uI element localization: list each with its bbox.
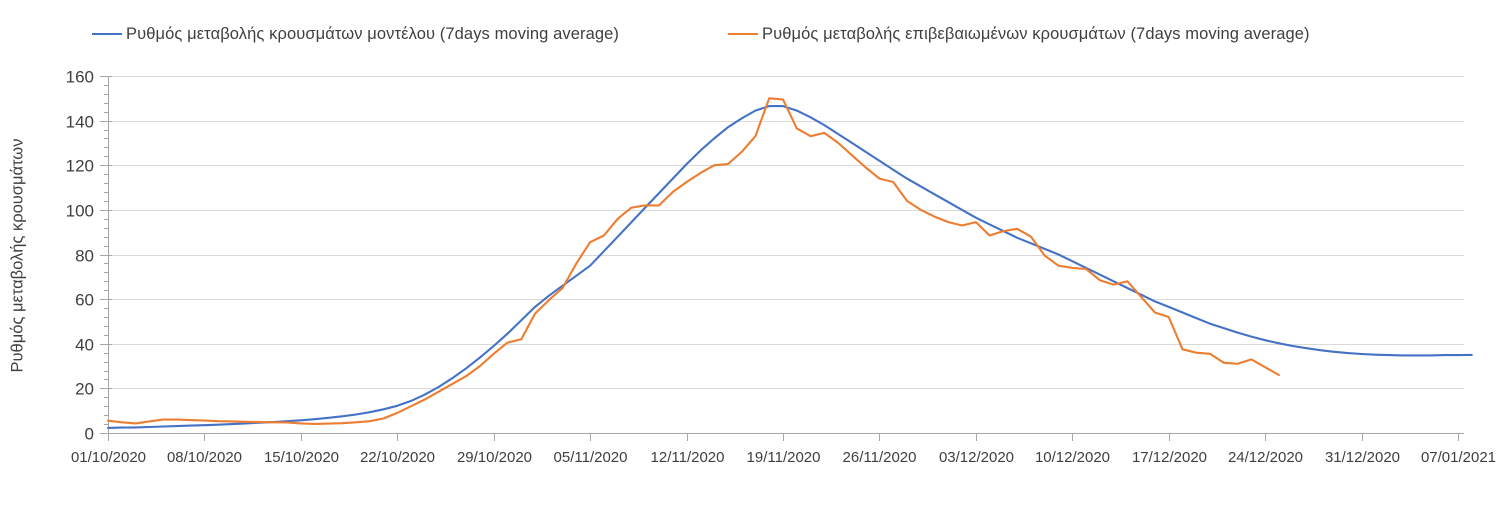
y-tick-label: 0 (85, 425, 94, 444)
x-tick-label: 07/01/2021 (1421, 449, 1496, 466)
y-axis-title: Ρυθμός μεταβολής κρουσμάτων (8, 138, 27, 373)
x-tick-label: 29/10/2020 (457, 449, 532, 466)
x-tick-label: 01/10/2020 (71, 449, 146, 466)
chart-legend: Ρυθμός μεταβολής κρουσμάτων μοντέλου (7d… (0, 24, 1499, 44)
legend-label-confirmed: Ρυθμός μεταβολής επιβεβαιωμένων κρουσμάτ… (762, 24, 1310, 43)
x-tick-label: 08/10/2020 (167, 449, 242, 466)
x-tick-label: 17/12/2020 (1132, 449, 1207, 466)
legend-label-model: Ρυθμός μεταβολής κρουσμάτων μοντέλου (7d… (126, 24, 619, 43)
x-tick-label: 26/11/2020 (843, 449, 917, 466)
x-tick-label: 22/10/2020 (360, 449, 435, 466)
x-tick-label: 12/11/2020 (651, 449, 725, 466)
y-tick-label: 20 (75, 380, 94, 399)
y-tick-label: 160 (66, 68, 94, 87)
y-tick-label: 60 (75, 291, 94, 310)
y-tick-label: 100 (66, 202, 94, 221)
series-model-line (106, 105, 1473, 429)
x-tick-label: 19/11/2020 (747, 449, 821, 466)
y-tick-label: 140 (66, 113, 94, 132)
legend-item-confirmed: Ρυθμός μεταβολής επιβεβαιωμένων κρουσμάτ… (728, 24, 1310, 44)
x-tick-label: 15/10/2020 (264, 449, 339, 466)
y-tick-label: 40 (75, 336, 94, 355)
confirmed-legend-marker-icon (728, 33, 758, 35)
y-tick-label: 80 (75, 247, 94, 266)
x-tick-label: 03/12/2020 (939, 449, 1014, 466)
x-tick-label: 05/11/2020 (554, 449, 628, 466)
y-tick-label: 120 (66, 157, 94, 176)
series-confirmed-line (106, 97, 1280, 425)
x-tick-label: 24/12/2020 (1228, 449, 1303, 466)
x-tick-label: 10/12/2020 (1035, 449, 1110, 466)
legend-item-model: Ρυθμός μεταβολής κρουσμάτων μοντέλου (7d… (92, 24, 619, 44)
model-legend-marker-icon (92, 33, 122, 35)
x-tick-label: 31/12/2020 (1325, 449, 1400, 466)
